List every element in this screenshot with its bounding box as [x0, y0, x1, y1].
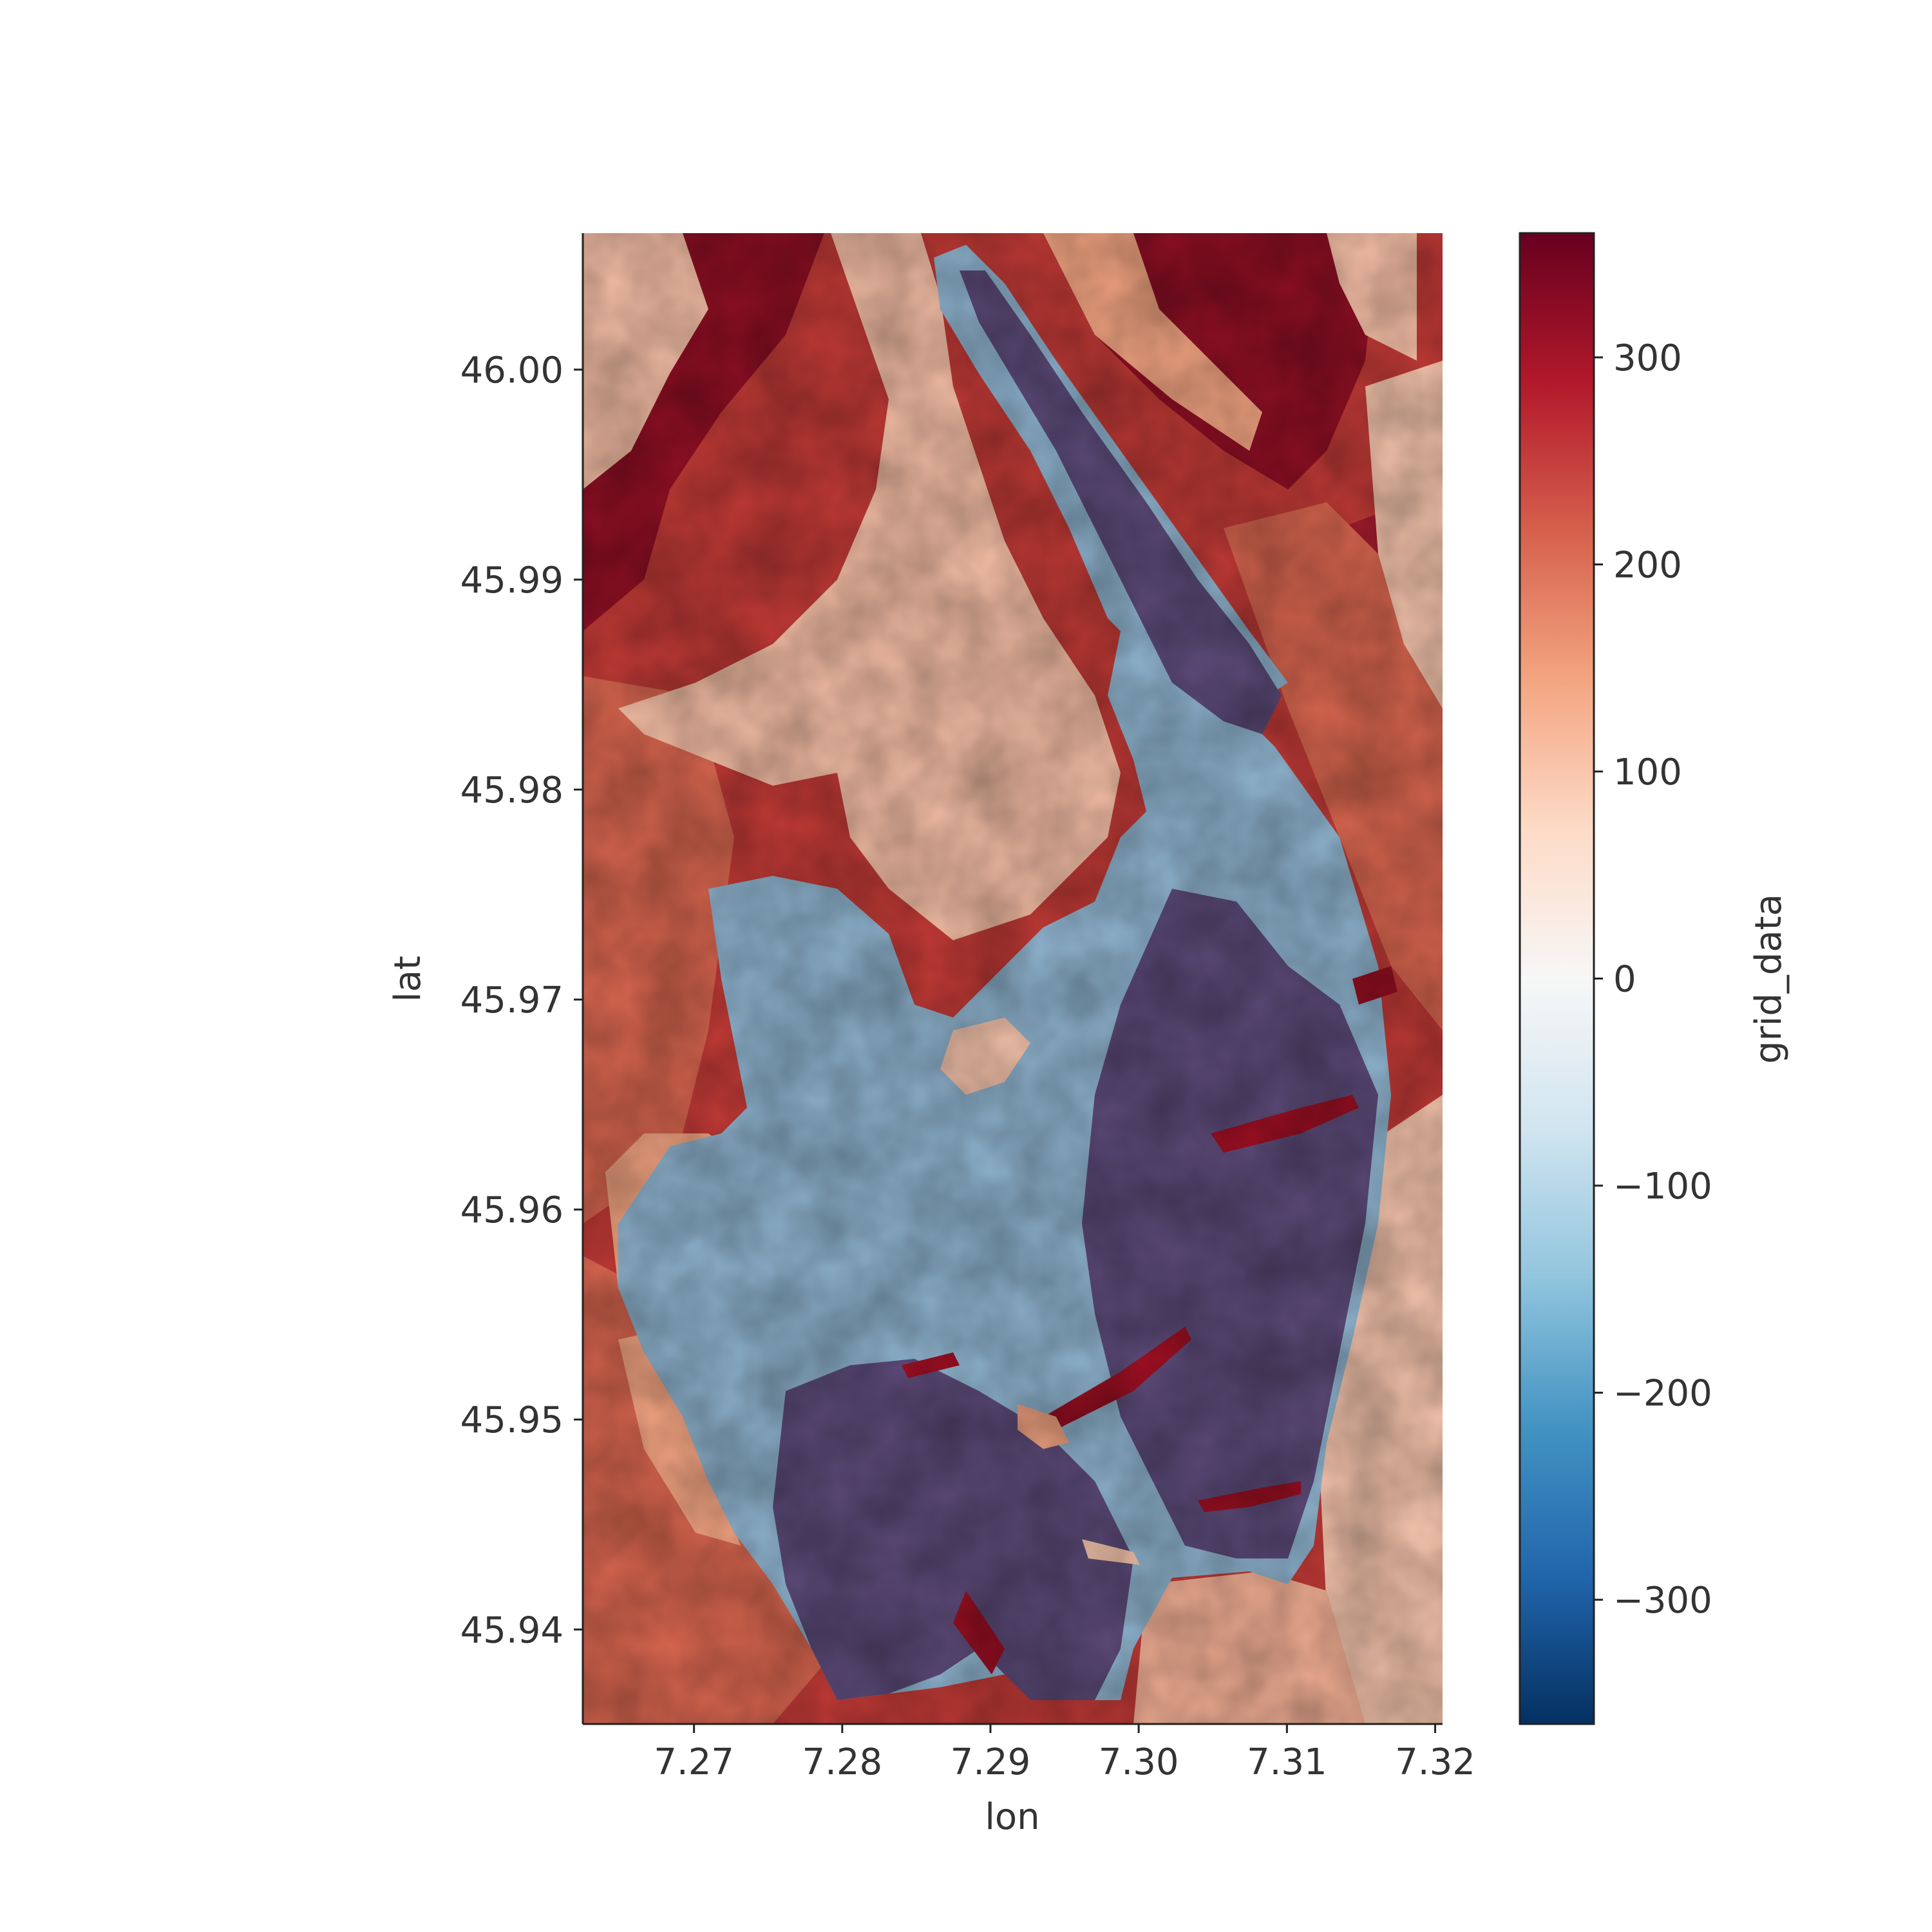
colorbar-tick-label: 200 — [1613, 544, 1682, 586]
x-axis-label: lon — [985, 1796, 1039, 1838]
x-tick-label: 7.28 — [802, 1741, 882, 1783]
colorbar-tick-label: 300 — [1613, 337, 1682, 379]
x-axis-ticks: 7.27 7.28 7.29 7.30 7.31 7.32 — [654, 1724, 1475, 1783]
colorbar-tick-label: 0 — [1613, 959, 1636, 1001]
colorbar-label: grid_data — [1748, 894, 1790, 1064]
colorbar-tick-label: −300 — [1613, 1580, 1712, 1622]
y-tick-label: 46.00 — [460, 350, 564, 392]
heatmap-image — [583, 233, 1443, 1724]
y-tick-label: 45.99 — [460, 560, 564, 601]
x-tick-label: 7.29 — [951, 1741, 1031, 1783]
y-tick-label: 45.94 — [460, 1609, 564, 1651]
x-tick-label: 7.32 — [1395, 1741, 1475, 1783]
y-axis-label: lat — [387, 956, 429, 1002]
x-tick-label: 7.30 — [1099, 1741, 1179, 1783]
y-tick-label: 45.95 — [460, 1399, 564, 1441]
y-tick-label: 45.97 — [460, 980, 564, 1021]
colorbar-ticks: 300 200 100 0 −100 −200 −300 — [1594, 337, 1712, 1622]
y-axis-ticks: 46.00 45.99 45.98 45.97 45.96 45.95 45.94 — [460, 350, 583, 1651]
y-tick-label: 45.98 — [460, 770, 564, 811]
y-tick-label: 45.96 — [460, 1189, 564, 1231]
hillshade-texture — [583, 233, 1443, 1724]
colorbar — [1519, 232, 1595, 1725]
colorbar-tick-label: −200 — [1613, 1373, 1712, 1415]
colorbar-tick-label: −100 — [1613, 1166, 1712, 1208]
x-tick-label: 7.31 — [1247, 1741, 1327, 1783]
colorbar-tick-label: 100 — [1613, 752, 1682, 793]
x-tick-label: 7.27 — [654, 1741, 734, 1783]
